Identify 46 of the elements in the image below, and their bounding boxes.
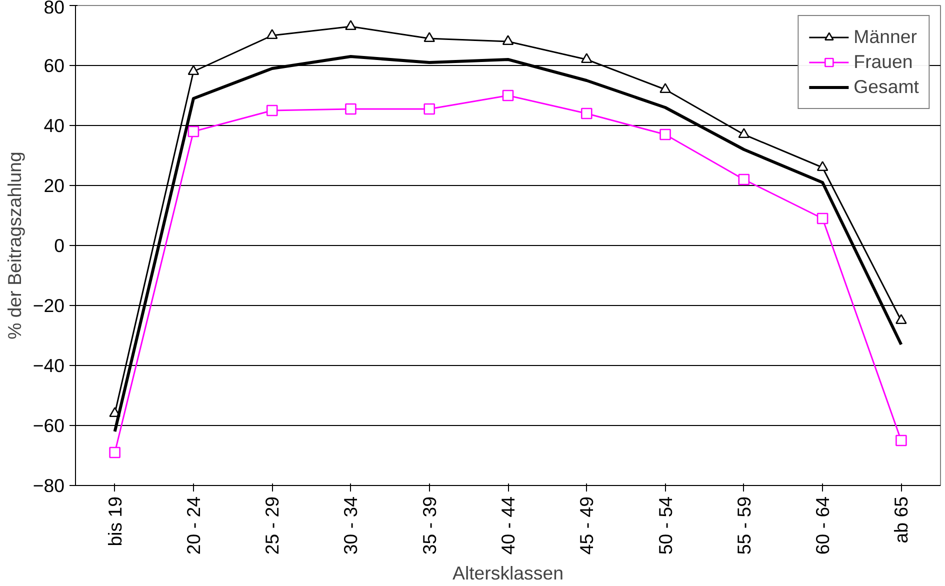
point <box>660 128 671 140</box>
point <box>502 35 514 46</box>
y-tick-label: −60 <box>32 415 65 436</box>
point <box>580 53 592 64</box>
legend-label: Frauen <box>854 51 913 73</box>
y-tick-label: 0 <box>54 235 65 256</box>
y-tick-label: 40 <box>44 115 65 136</box>
y-tick-label: 80 <box>44 0 65 18</box>
y-tick-label: −40 <box>32 355 65 376</box>
point <box>502 90 514 102</box>
point <box>816 212 828 224</box>
y-tick-label: −20 <box>32 295 65 316</box>
point <box>266 104 278 116</box>
y-axis-title: % der Beitragszahlung <box>4 152 25 340</box>
x-tick-label: 50 - 54 <box>654 496 676 555</box>
legend-label: Gesamt <box>854 76 919 98</box>
x-tick-label: bis 19 <box>104 496 126 546</box>
x-tick-label: 55 - 59 <box>733 496 754 555</box>
y-tick-label: 20 <box>44 175 65 196</box>
point <box>424 32 436 42</box>
point <box>660 83 671 94</box>
point <box>896 314 907 324</box>
point <box>345 20 356 30</box>
x-tick-label: 40 - 44 <box>498 496 518 555</box>
point <box>580 108 592 120</box>
point <box>738 128 750 138</box>
x-axis-title: Altersklassen <box>452 562 564 584</box>
point <box>188 65 200 76</box>
x-tick-label: 25 - 29 <box>262 496 283 555</box>
point <box>816 161 828 172</box>
point <box>738 174 750 186</box>
y-tick-label: −80 <box>32 475 65 496</box>
point <box>896 434 907 446</box>
y-tick-label: 60 <box>44 55 65 76</box>
x-tick-label: ab 65 <box>890 496 912 544</box>
point <box>345 103 356 115</box>
point <box>109 446 120 458</box>
x-tick-label: 30 - 34 <box>340 496 362 555</box>
x-tick-label: 60 - 64 <box>812 496 834 555</box>
x-tick-label: 35 - 39 <box>418 496 440 555</box>
point <box>188 126 200 138</box>
x-tick-label: 20 - 24 <box>182 496 204 555</box>
point <box>266 29 278 40</box>
point <box>424 103 436 115</box>
legend-label: Männer <box>854 26 917 48</box>
x-tick-label: 45 - 49 <box>576 496 598 555</box>
